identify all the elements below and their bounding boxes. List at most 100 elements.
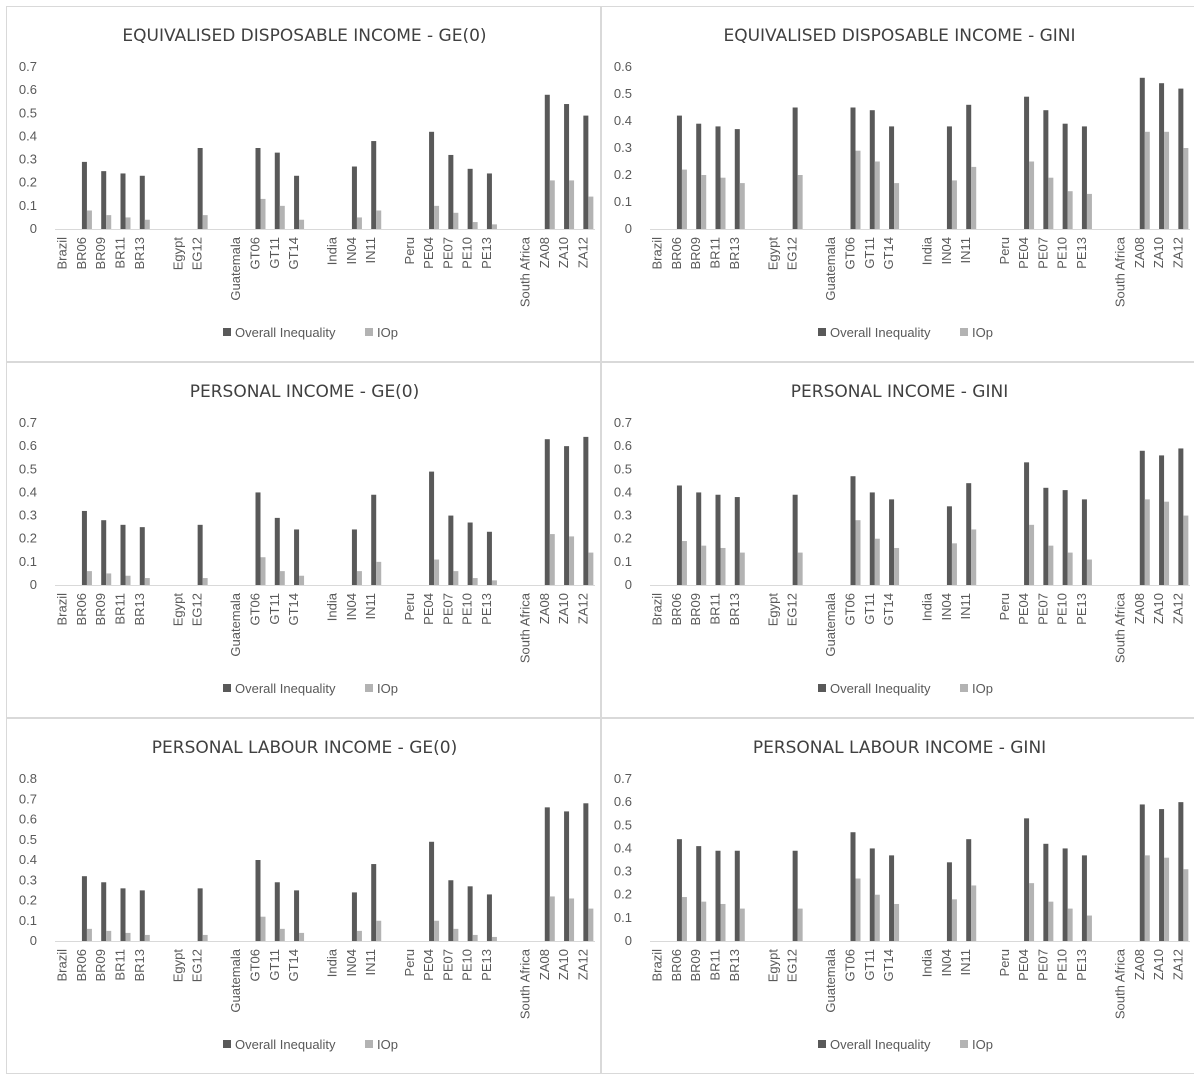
- x-tick-label: ZA08: [537, 593, 552, 624]
- bar-iop: [106, 215, 112, 229]
- bar-overall-inequality: [583, 803, 589, 941]
- chart-title: PERSONAL INCOME - GINI: [791, 382, 1008, 402]
- x-tick-label: IN11: [363, 949, 378, 976]
- legend-swatch-overall-inequality: [818, 1040, 826, 1048]
- x-tick-label: PE04: [421, 237, 436, 269]
- bar-overall-inequality: [1178, 448, 1184, 585]
- x-tick-label: GT06: [843, 237, 858, 270]
- bar-overall-inequality: [448, 880, 454, 941]
- bar-iop: [356, 571, 362, 585]
- legend-label: IOp: [972, 681, 993, 696]
- y-tick-label: 0.6: [19, 82, 37, 97]
- bar-iop: [1164, 857, 1170, 941]
- x-tick-label: BR11: [708, 593, 723, 625]
- x-tick-label: South Africa: [1113, 236, 1128, 307]
- y-tick-label: 0.1: [19, 554, 37, 569]
- x-tick-label: GT14: [286, 949, 301, 982]
- x-tick-label: PE10: [1055, 237, 1070, 269]
- x-tick-label: BR06: [74, 949, 89, 982]
- x-tick-label: India: [920, 592, 935, 621]
- x-tick-label: BR06: [669, 949, 684, 982]
- chart-title: EQUIVALISED DISPOSABLE INCOME - GE(0): [122, 26, 486, 46]
- bar-iop: [569, 898, 575, 941]
- bar-overall-inequality: [1024, 96, 1030, 229]
- bar-iop: [720, 547, 726, 585]
- x-tick-label: BR13: [132, 237, 147, 270]
- bar-iop: [951, 899, 957, 941]
- chart-panel-6: PERSONAL LABOUR INCOME - GINI 0 0.1 0.2 0.3 0…: [601, 718, 1194, 1074]
- y-tick-label: 0.1: [614, 194, 632, 209]
- legend-swatch-iop: [960, 328, 968, 336]
- x-tick-label: Egypt: [765, 237, 780, 271]
- bar-overall-inequality: [255, 148, 261, 229]
- bar-overall-inequality: [583, 115, 589, 229]
- x-tick-label: GT06: [248, 949, 263, 982]
- bar-iop: [1067, 552, 1073, 585]
- y-tick-label: 0.1: [614, 910, 632, 925]
- bar-iop: [434, 205, 440, 229]
- x-tick-label: ZA10: [1151, 237, 1166, 268]
- bar-iop: [202, 934, 208, 941]
- x-tick-label: PE13: [479, 237, 494, 269]
- bar-iop: [356, 930, 362, 941]
- x-tick-label: GT11: [267, 949, 282, 981]
- bar-overall-inequality: [120, 524, 126, 585]
- bar-overall-inequality: [1139, 804, 1145, 941]
- x-tick-label: EG12: [785, 949, 800, 982]
- x-tick-label: GT06: [248, 593, 263, 626]
- x-tick-label: Peru: [997, 593, 1012, 620]
- x-tick-label: BR09: [688, 949, 703, 982]
- bar-overall-inequality: [869, 848, 875, 941]
- x-tick-label: PE13: [479, 593, 494, 625]
- bar-overall-inequality: [1043, 843, 1049, 941]
- chart-equivalised-ge0: EQUIVALISED DISPOSABLE INCOME - GE(0) 0 0.…: [19, 26, 595, 340]
- bar-iop: [202, 578, 208, 585]
- x-tick-label: PE13: [1074, 593, 1089, 625]
- x-tick-label: BR13: [727, 237, 742, 270]
- bar-overall-inequality: [1159, 83, 1165, 229]
- x-tick-label: Guatemala: [823, 592, 838, 656]
- bar-iop: [1029, 161, 1035, 229]
- x-tick-label: Brazil: [55, 593, 70, 626]
- y-tick-label: 0.4: [614, 484, 632, 499]
- y-tick-label: 0.6: [614, 59, 632, 74]
- bar-overall-inequality: [1139, 77, 1145, 229]
- x-tick-label: BR06: [669, 593, 684, 626]
- bar-iop: [1067, 908, 1073, 941]
- x-tick-label: GT11: [862, 237, 877, 269]
- bar-overall-inequality: [676, 485, 682, 585]
- legend-label: Overall Inequality: [830, 325, 931, 340]
- bar-overall-inequality: [294, 890, 300, 941]
- x-tick-label: IN04: [344, 237, 359, 264]
- x-tick-label: Peru: [402, 593, 417, 620]
- legend-swatch-overall-inequality: [818, 328, 826, 336]
- x-tick-label: India: [325, 236, 340, 265]
- bar-overall-inequality: [676, 115, 682, 229]
- bar-iop: [260, 557, 266, 585]
- bar-iop: [376, 561, 382, 585]
- y-tick-label: 0.5: [614, 817, 632, 832]
- bar-iop: [549, 896, 555, 941]
- bar-iop: [1144, 855, 1150, 941]
- bar-iop: [701, 175, 707, 229]
- bar-iop: [971, 885, 977, 941]
- y-tick-label: 0.2: [614, 167, 632, 182]
- bar-overall-inequality: [850, 476, 856, 585]
- x-tick-label: PE13: [479, 949, 494, 981]
- x-tick-label: GT14: [286, 593, 301, 626]
- x-tick-label: EG12: [190, 593, 205, 626]
- bar-overall-inequality: [966, 483, 972, 585]
- x-tick-label: PE13: [1074, 237, 1089, 269]
- legend-swatch-iop: [365, 328, 373, 336]
- bar-iop: [106, 930, 112, 941]
- x-tick-label: ZA12: [1170, 949, 1185, 980]
- bar-overall-inequality: [351, 529, 357, 585]
- bar-overall-inequality: [197, 524, 203, 585]
- y-tick-label: 0.6: [19, 812, 37, 827]
- bar-overall-inequality: [1024, 818, 1030, 941]
- x-tick-label: PE10: [1055, 593, 1070, 625]
- chart-title: PERSONAL INCOME - GE(0): [190, 382, 420, 402]
- x-tick-label: Peru: [997, 949, 1012, 976]
- y-tick-label: 0: [625, 933, 632, 948]
- bar-overall-inequality: [101, 520, 107, 585]
